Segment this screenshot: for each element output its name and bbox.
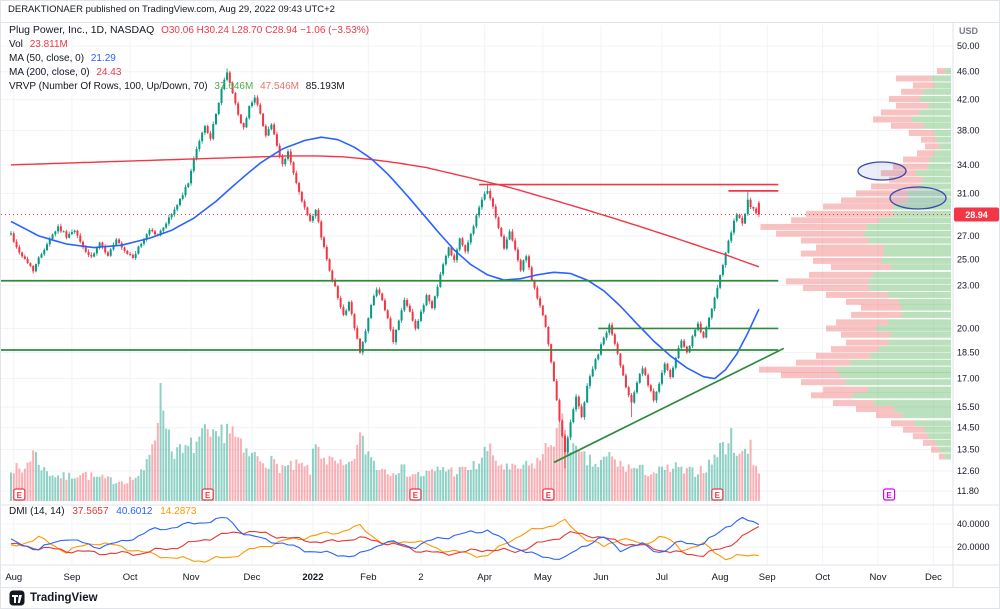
svg-text:Nov: Nov	[183, 572, 200, 583]
svg-text:38.00: 38.00	[957, 126, 980, 136]
svg-text:May: May	[534, 572, 552, 583]
svg-text:17.00: 17.00	[957, 374, 980, 384]
vrvp-down-value: 47.546M	[260, 81, 300, 92]
earnings-marker-icon[interactable]: E	[13, 488, 26, 501]
svg-text:15.50: 15.50	[957, 402, 980, 412]
svg-text:Oct: Oct	[815, 572, 830, 583]
volume-row[interactable]: Vol 23.811M	[9, 38, 373, 52]
vrvp-up-value: 37.646M	[214, 81, 254, 92]
svg-text:E: E	[17, 491, 23, 500]
earnings-marker-icon[interactable]: E	[201, 488, 214, 501]
volume-label: Vol	[9, 39, 23, 50]
tradingview-logo-icon	[9, 590, 25, 606]
dmi-adx-value: 37.5657	[72, 506, 109, 517]
ma200-label: MA (200, close, 0)	[9, 67, 90, 78]
svg-text:E: E	[205, 491, 211, 500]
ohlc-values: O30.06 H30.24 L28.70 C28.94 −1.06 (−3.53…	[161, 25, 370, 36]
legend: Plug Power, Inc., 1D, NASDAQ O30.06 H30.…	[9, 23, 373, 94]
svg-text:23.00: 23.00	[957, 280, 980, 290]
svg-text:27.00: 27.00	[957, 231, 980, 241]
publisher-line: DERAKTIONAER published on TradingView.co…	[8, 4, 335, 15]
vrvp-row[interactable]: VRVP (Number Of Rows, 100, Up/Down, 70) …	[9, 80, 373, 94]
ma200-value: 24.43	[96, 67, 122, 78]
moving-averages-layer	[10, 136, 760, 380]
tradingview-logo[interactable]: TradingView	[9, 590, 98, 606]
svg-text:46.00: 46.00	[957, 67, 980, 77]
svg-text:14.50: 14.50	[957, 423, 980, 433]
ma200-row[interactable]: MA (200, close, 0) 24.43	[9, 66, 373, 80]
symbol-title[interactable]: Plug Power, Inc., 1D, NASDAQ	[9, 24, 155, 36]
earnings-marker-icon[interactable]: E	[542, 488, 555, 501]
svg-text:28.94: 28.94	[965, 210, 988, 220]
dmi-legend[interactable]: DMI (14, 14) 37.5657 40.6012 14.2873	[9, 506, 201, 517]
svg-text:Jun: Jun	[593, 572, 608, 583]
svg-text:50.00: 50.00	[957, 41, 980, 51]
svg-text:11.80: 11.80	[957, 486, 979, 496]
svg-text:31.00: 31.00	[957, 188, 980, 198]
ma50-value: 21.29	[90, 53, 116, 64]
volume-profile-layer	[759, 68, 951, 460]
volume-value: 23.811M	[29, 39, 68, 50]
axes-layer[interactable]: USD 50.00 46.00 42.00 38.00 34.00 31.00 27.00 25…	[1, 22, 1000, 588]
svg-text:E: E	[546, 491, 552, 500]
svg-text:E: E	[886, 491, 892, 500]
last-price-badge: 28.94	[954, 207, 999, 222]
svg-text:20.00: 20.00	[957, 323, 980, 333]
svg-text:42.00: 42.00	[957, 95, 980, 105]
earnings-marker-icon[interactable]: E	[711, 488, 724, 501]
svg-text:Nov: Nov	[870, 572, 887, 583]
grid-layer	[1, 25, 953, 564]
svg-text:Aug: Aug	[5, 572, 22, 583]
dmi-minus-di-value: 14.2873	[160, 506, 197, 517]
dmi-label: DMI (14, 14)	[9, 506, 65, 517]
svg-text:Feb: Feb	[360, 572, 376, 583]
dmi-plus-di-value: 40.6012	[116, 506, 153, 517]
svg-text:13.50: 13.50	[957, 445, 980, 455]
svg-text:2022: 2022	[302, 572, 323, 583]
earnings-marker-icon[interactable]: E	[882, 488, 896, 501]
svg-text:E: E	[413, 491, 419, 500]
vrvp-label: VRVP (Number Of Rows, 100, Up/Down, 70)	[9, 81, 208, 92]
tradingview-logo-text: TradingView	[30, 592, 98, 604]
svg-text:Dec: Dec	[244, 572, 261, 583]
svg-text:Apr: Apr	[477, 572, 492, 583]
svg-text:E: E	[715, 491, 721, 500]
svg-text:25.00: 25.00	[957, 255, 980, 265]
ma50-label: MA (50, close, 0)	[9, 53, 85, 64]
svg-text:12.60: 12.60	[957, 466, 980, 476]
earnings-marker-icon[interactable]: E	[409, 488, 422, 501]
vrvp-total-value: 85.193M	[305, 81, 345, 92]
svg-text:34.00: 34.00	[957, 160, 980, 170]
svg-text:USD: USD	[959, 26, 979, 36]
svg-text:18.50: 18.50	[957, 347, 980, 357]
candles-layer[interactable]	[10, 68, 760, 469]
dmi-pane-layer[interactable]	[10, 516, 760, 563]
svg-text:Aug: Aug	[712, 572, 729, 583]
svg-text:20.0000: 20.0000	[957, 542, 990, 552]
svg-text:Oct: Oct	[123, 572, 138, 583]
svg-text:2: 2	[418, 572, 423, 583]
volume-bars-layer	[10, 383, 760, 501]
svg-text:Sep: Sep	[759, 572, 776, 583]
svg-text:Jul: Jul	[656, 572, 668, 583]
svg-text:Dec: Dec	[925, 572, 942, 583]
svg-text:Sep: Sep	[63, 572, 80, 583]
ma50-row[interactable]: MA (50, close, 0) 21.29	[9, 52, 373, 66]
symbol-row[interactable]: Plug Power, Inc., 1D, NASDAQ O30.06 H30.…	[9, 23, 373, 38]
svg-text:40.0000: 40.0000	[957, 519, 990, 529]
